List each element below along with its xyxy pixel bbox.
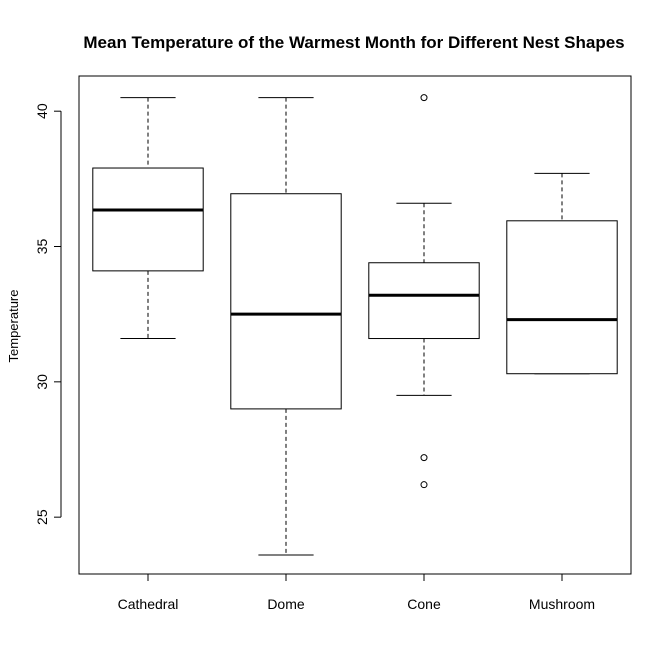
- box-cone: [368, 94, 480, 489]
- outlier-point: [420, 454, 428, 462]
- box-mushroom: [506, 172, 618, 375]
- chart-title: Mean Temperature of the Warmest Month fo…: [83, 33, 624, 52]
- y-tick-label: 35: [34, 239, 50, 255]
- y-tick-label: 25: [34, 509, 50, 525]
- boxes: [92, 94, 618, 556]
- box-cathedral: [92, 97, 204, 340]
- x-tick-label: Cone: [407, 596, 441, 612]
- iqr-box: [368, 262, 480, 340]
- x-tick-label: Dome: [267, 596, 305, 612]
- iqr-box: [92, 167, 204, 272]
- y-tick-label: 40: [34, 103, 50, 119]
- x-tick-label: Cathedral: [118, 596, 179, 612]
- x-tick-label: Mushroom: [529, 596, 595, 612]
- y-tick-label: 30: [34, 374, 50, 390]
- iqr-box: [506, 220, 618, 375]
- outlier-point: [420, 481, 428, 489]
- x-axis: Cathedral Dome Cone Mushroom: [118, 573, 595, 612]
- outlier-point: [420, 94, 428, 102]
- y-axis-label: Temperature: [6, 290, 21, 363]
- y-axis: 25 30 35 40: [34, 103, 62, 525]
- iqr-box: [230, 193, 342, 410]
- box-dome: [230, 97, 342, 556]
